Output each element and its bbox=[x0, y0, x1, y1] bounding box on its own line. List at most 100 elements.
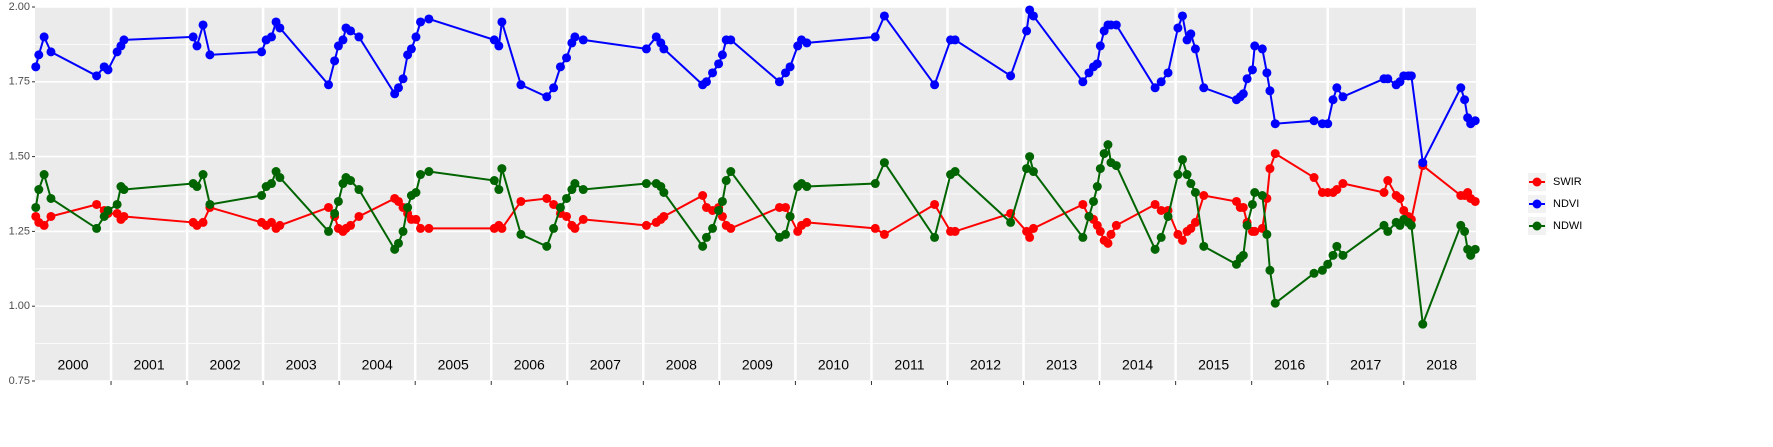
point bbox=[1095, 226, 1105, 236]
point bbox=[1460, 95, 1470, 105]
point bbox=[1199, 241, 1209, 251]
point bbox=[424, 14, 434, 24]
legend-point bbox=[1532, 199, 1542, 209]
point bbox=[192, 41, 202, 51]
point bbox=[516, 229, 526, 239]
point bbox=[393, 83, 403, 93]
point bbox=[1418, 158, 1428, 168]
y-tick-label: 1.00 bbox=[9, 300, 30, 312]
point bbox=[1095, 164, 1105, 174]
year-label: 2006 bbox=[514, 357, 545, 373]
point bbox=[275, 220, 285, 230]
legend-label: NDVI bbox=[1553, 198, 1579, 210]
point bbox=[1103, 238, 1113, 248]
point bbox=[494, 41, 504, 51]
point bbox=[1156, 77, 1166, 87]
point bbox=[578, 35, 588, 45]
point bbox=[324, 80, 334, 90]
year-label: 2018 bbox=[1426, 357, 1457, 373]
point bbox=[1470, 244, 1480, 254]
point bbox=[542, 241, 552, 251]
year-label: 2005 bbox=[438, 357, 469, 373]
point bbox=[930, 232, 940, 242]
point bbox=[403, 202, 413, 212]
point bbox=[1199, 83, 1209, 93]
point bbox=[354, 211, 364, 221]
point bbox=[1111, 161, 1121, 171]
point bbox=[1186, 179, 1196, 189]
point bbox=[930, 199, 940, 209]
year-label: 2003 bbox=[286, 357, 317, 373]
point bbox=[1150, 199, 1160, 209]
point bbox=[950, 226, 960, 236]
point bbox=[46, 47, 56, 57]
year-label: 2016 bbox=[1274, 357, 1305, 373]
point bbox=[555, 62, 565, 72]
point bbox=[1006, 217, 1016, 227]
point bbox=[424, 223, 434, 233]
point bbox=[354, 185, 364, 195]
point bbox=[870, 32, 880, 42]
series-line bbox=[34, 141, 1477, 325]
point bbox=[1106, 229, 1116, 239]
point bbox=[1328, 95, 1338, 105]
point bbox=[1418, 319, 1428, 329]
point bbox=[641, 44, 651, 54]
point bbox=[489, 176, 499, 186]
point bbox=[1028, 223, 1038, 233]
point bbox=[39, 32, 49, 42]
point bbox=[333, 196, 343, 206]
point bbox=[494, 185, 504, 195]
point bbox=[1078, 199, 1088, 209]
y-tick-label: 1.50 bbox=[9, 151, 30, 163]
year-label: 2009 bbox=[742, 357, 773, 373]
point bbox=[1247, 65, 1257, 75]
point bbox=[1177, 235, 1187, 245]
point bbox=[119, 35, 129, 45]
point bbox=[1250, 226, 1260, 236]
year-label: 2007 bbox=[590, 357, 621, 373]
point bbox=[1150, 83, 1160, 93]
year-label: 2008 bbox=[666, 357, 697, 373]
point bbox=[785, 62, 795, 72]
point bbox=[1309, 268, 1319, 278]
point bbox=[411, 214, 421, 224]
point bbox=[570, 32, 580, 42]
point bbox=[641, 220, 651, 230]
point bbox=[1328, 250, 1338, 260]
y-tick-label: 1.75 bbox=[9, 76, 30, 88]
point bbox=[1470, 116, 1480, 126]
point bbox=[92, 71, 102, 81]
point bbox=[516, 196, 526, 206]
point bbox=[46, 211, 56, 221]
point bbox=[346, 26, 356, 36]
point bbox=[416, 170, 426, 180]
point bbox=[950, 35, 960, 45]
point bbox=[1103, 140, 1113, 150]
point bbox=[870, 179, 880, 189]
point bbox=[578, 214, 588, 224]
point bbox=[1156, 205, 1166, 215]
point bbox=[1186, 29, 1196, 39]
point bbox=[1177, 11, 1187, 21]
point bbox=[879, 158, 889, 168]
point bbox=[354, 32, 364, 42]
y-tick-label: 1.25 bbox=[9, 225, 30, 237]
point bbox=[717, 50, 727, 60]
point bbox=[103, 205, 113, 215]
point bbox=[330, 208, 340, 218]
legend-label: NDWI bbox=[1553, 220, 1582, 232]
point bbox=[1323, 119, 1333, 129]
point bbox=[275, 173, 285, 183]
point bbox=[726, 223, 736, 233]
point bbox=[411, 188, 421, 198]
point bbox=[708, 68, 718, 78]
point bbox=[1089, 196, 1099, 206]
point bbox=[1262, 68, 1272, 78]
point bbox=[1190, 44, 1200, 54]
point bbox=[346, 220, 356, 230]
point bbox=[1383, 74, 1393, 84]
point bbox=[714, 205, 724, 215]
